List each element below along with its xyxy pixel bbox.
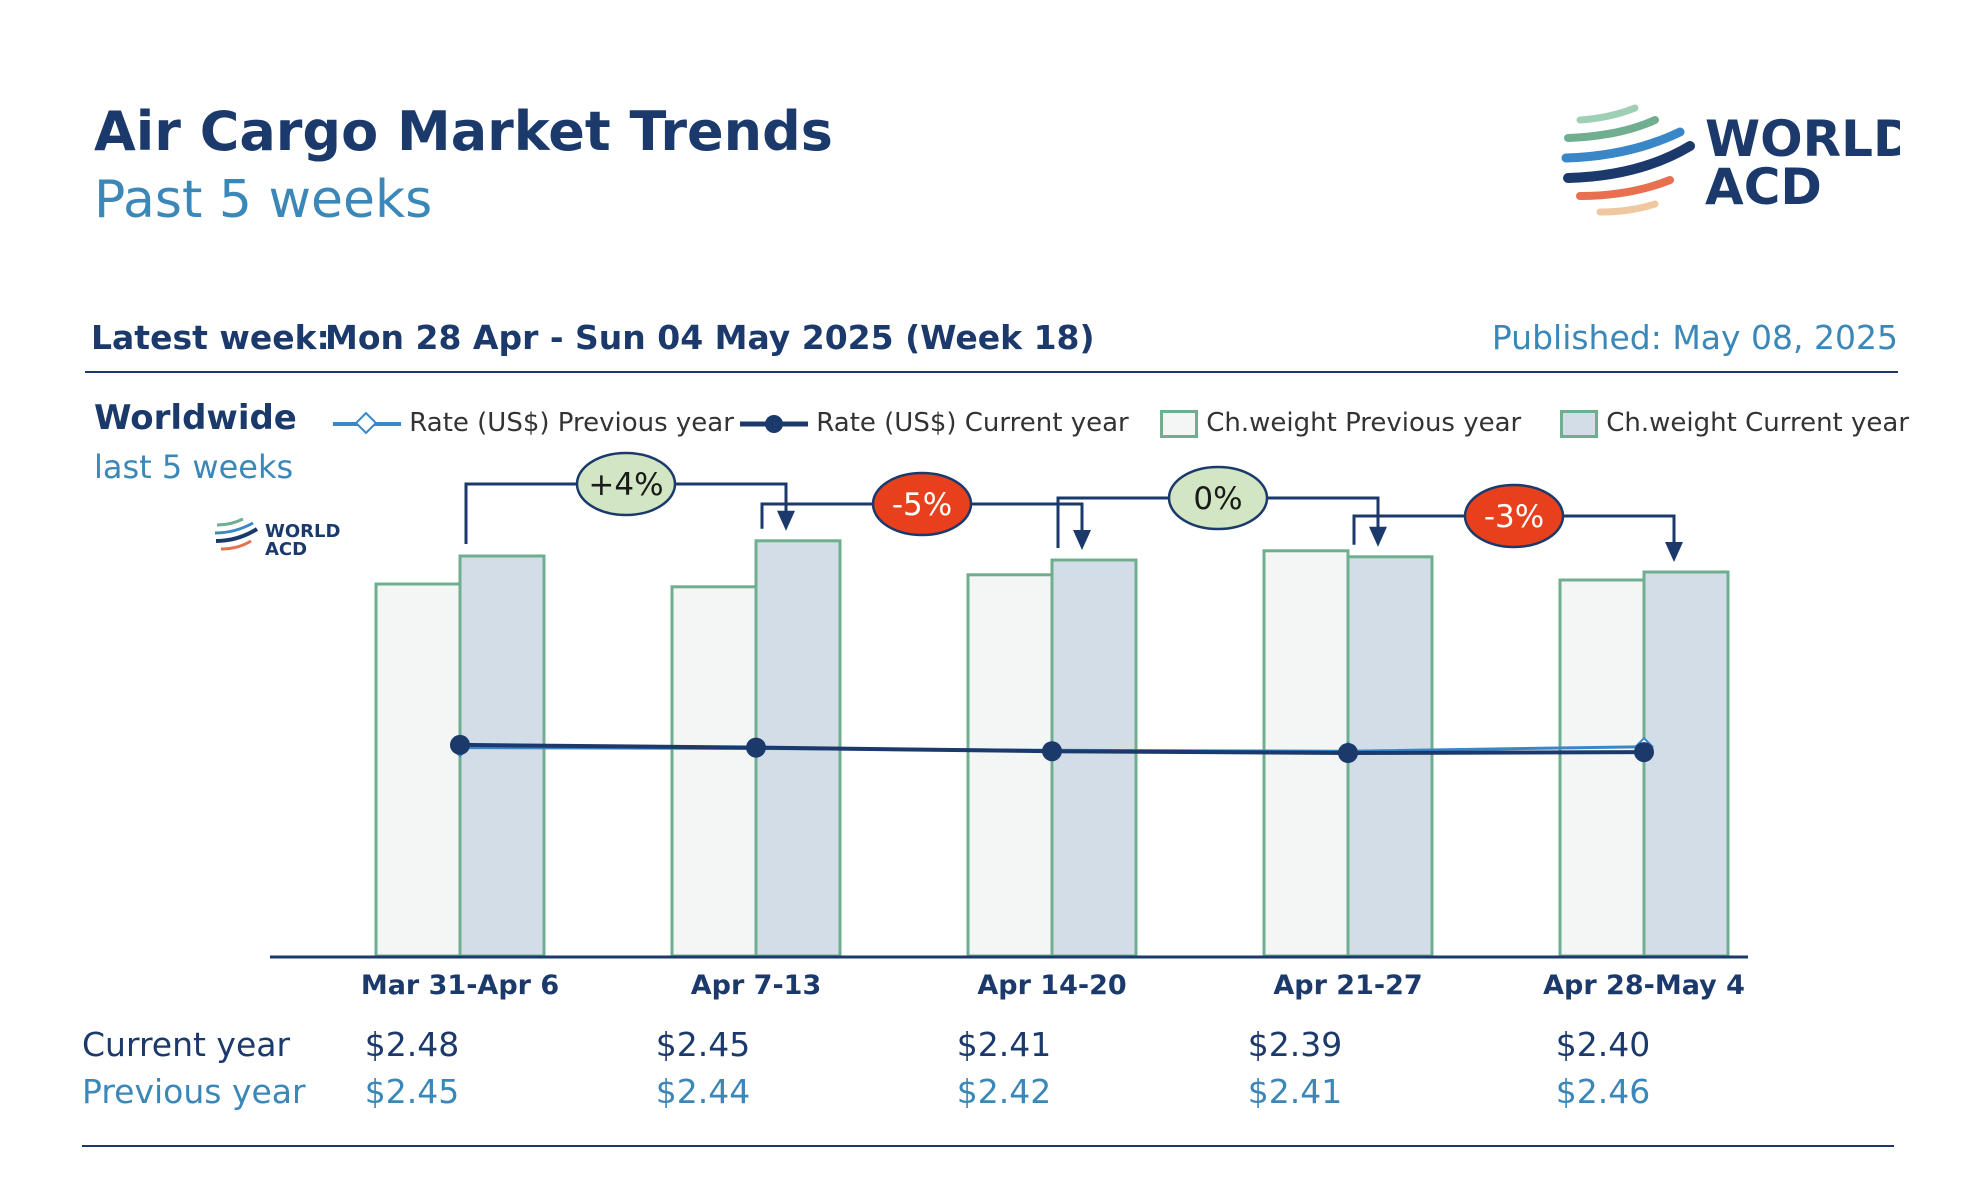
rate-previous-value: $2.42	[956, 1072, 1052, 1111]
change-badge	[871, 471, 973, 537]
bar-weight-cur	[458, 554, 546, 958]
legend-weight-cur: Ch.weight Current year	[1560, 408, 1909, 438]
svg-text:WORLD: WORLD	[265, 521, 340, 542]
line-dot-icon	[740, 414, 808, 433]
arrow-down-icon	[1665, 542, 1683, 562]
bar-weight-prev	[966, 573, 1054, 958]
swatch-icon	[1160, 409, 1198, 438]
legend-rate-cur: Rate (US$) Current year	[740, 408, 1129, 439]
rate-current-value: $2.48	[364, 1025, 460, 1064]
change-badge	[1167, 465, 1269, 531]
point-rate-cur	[1338, 743, 1358, 763]
legend-weight-prev: Ch.weight Previous year	[1160, 408, 1521, 438]
point-rate-cur	[1042, 741, 1062, 762]
header-divider	[85, 371, 1898, 373]
change-label: 0%	[1193, 481, 1242, 517]
x-tick-label: Apr 21-27	[1273, 970, 1423, 1001]
rate-current-value: $2.41	[956, 1025, 1052, 1064]
change-label: +4%	[588, 467, 663, 503]
arrow-down-icon	[1073, 530, 1091, 550]
legend-label: Ch.weight Current year	[1606, 408, 1910, 438]
rate-previous-value: $2.44	[655, 1072, 751, 1111]
published-date: Published: May 08, 2025	[1491, 318, 1898, 357]
arrow-down-icon	[1369, 526, 1387, 547]
legend-label: Rate (US$) Current year	[816, 408, 1129, 438]
bar-weight-cur	[1346, 555, 1434, 958]
rate-previous-value: $2.45	[364, 1072, 460, 1111]
bar-weight-prev	[670, 585, 758, 958]
bar-weight-prev	[1558, 578, 1646, 958]
world-acd-logo: WORLD ACD	[1560, 100, 1915, 234]
svg-text:ACD: ACD	[265, 539, 307, 560]
change-label: -3%	[1484, 499, 1544, 535]
arrow-down-icon	[777, 510, 795, 531]
page-subtitle: Past 5 weeks	[94, 170, 433, 230]
legend-label: Ch.weight Previous year	[1206, 408, 1522, 438]
latest-week-value: Mon 28 Apr - Sun 04 May 2025 (Week 18)	[325, 318, 1095, 357]
previous-year-label: Previous year	[82, 1072, 306, 1111]
change-label: -5%	[892, 487, 952, 523]
point-rate-cur	[1634, 742, 1654, 763]
x-tick-label: Apr 14-20	[977, 970, 1127, 1001]
x-tick-label: Apr 28-May 4	[1543, 970, 1745, 1001]
bar-weight-cur	[1642, 570, 1730, 958]
current-year-label: Current year	[82, 1025, 291, 1064]
rate-current-value: $2.39	[1247, 1025, 1343, 1064]
change-badge	[575, 451, 677, 517]
rate-previous-value: $2.46	[1555, 1072, 1651, 1111]
rate-current-value: $2.40	[1555, 1025, 1651, 1064]
svg-text:WORLD: WORLD	[1705, 110, 1900, 168]
x-tick-label: Mar 31-Apr 6	[360, 970, 560, 1001]
footer-divider	[82, 1145, 1894, 1147]
region-name: Worldwide	[94, 398, 297, 438]
page-title: Air Cargo Market Trends	[94, 100, 833, 163]
latest-week-label: Latest week:	[91, 318, 330, 357]
change-badge	[1463, 483, 1565, 549]
svg-text:ACD: ACD	[1705, 158, 1822, 216]
region-period: last 5 weeks	[94, 448, 294, 486]
rate-previous-value: $2.41	[1247, 1072, 1343, 1111]
point-rate-cur	[450, 734, 470, 755]
swatch-icon	[1560, 409, 1598, 438]
point-rate-cur	[746, 737, 766, 758]
rate-current-value: $2.45	[655, 1025, 751, 1064]
bar-weight-cur	[1050, 558, 1138, 958]
small-logo: WORLD ACD	[213, 515, 343, 564]
line-diamond-icon	[333, 411, 401, 434]
bar-weight-prev	[374, 582, 462, 958]
legend-label: Rate (US$) Previous year	[409, 408, 734, 438]
x-tick-label: Apr 7-13	[690, 970, 822, 1001]
legend-rate-prev: Rate (US$) Previous year	[333, 408, 734, 439]
